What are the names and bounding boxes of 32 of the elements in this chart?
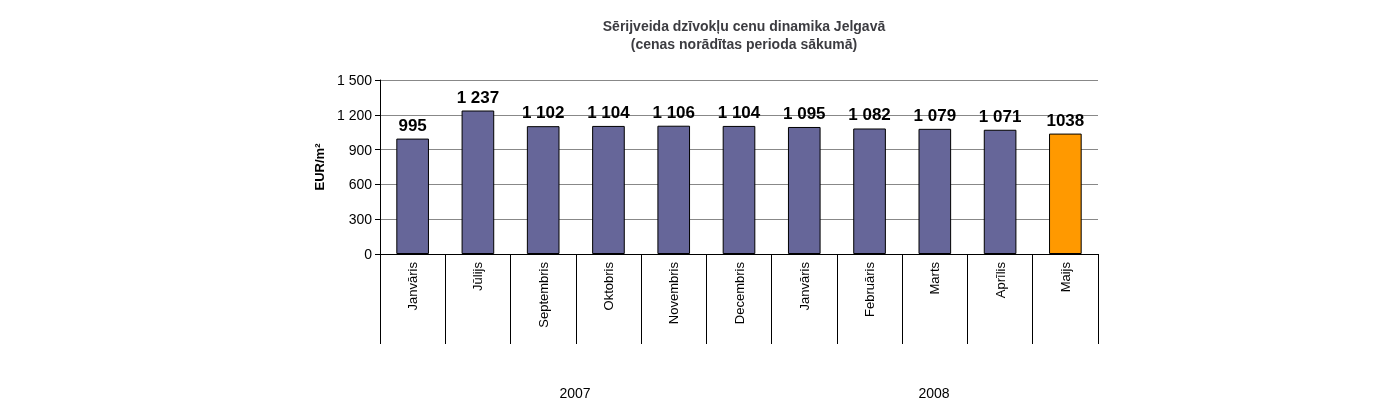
data-label: 1 082 bbox=[848, 105, 891, 125]
chart-title: Sērijveida dzīvokļu cenu dinamika Jelgavā (cenas norādītas perioda sākumā) bbox=[602, 18, 886, 52]
y-tick-label: 900 bbox=[348, 141, 373, 158]
y-tick-label: 0 bbox=[364, 246, 373, 262]
y-tick-label: 600 bbox=[348, 176, 373, 193]
x-tick-label: Novembris bbox=[666, 261, 682, 325]
x-tick-label: Marts bbox=[927, 261, 943, 295]
text: 2007 bbox=[559, 385, 591, 401]
data-label: 1 095 bbox=[783, 103, 826, 123]
x-tick-label: Janvāris bbox=[405, 261, 421, 311]
x-tick-label: Februāris bbox=[862, 261, 878, 317]
data-label: 1 104 bbox=[717, 102, 761, 122]
x-tick-label: Oktobris bbox=[600, 261, 616, 311]
data-label: 1 106 bbox=[652, 102, 695, 122]
y-tick-label: 300 bbox=[348, 211, 373, 228]
data-label: 1 079 bbox=[913, 105, 957, 125]
data-label: 1 102 bbox=[521, 103, 565, 123]
x-tick-label: Aprīlis bbox=[992, 261, 1008, 299]
x-tick-label: Decembris bbox=[731, 261, 747, 325]
x-tick-label: Janvāris bbox=[796, 261, 812, 311]
x-tick-label: Jūlijs bbox=[470, 261, 486, 291]
x-tick-label: Septembris bbox=[535, 261, 551, 328]
y-axis-title: EUR/m² bbox=[312, 142, 328, 191]
y-tick-label: 1 500 bbox=[336, 72, 373, 88]
data-label: 995 bbox=[398, 115, 427, 135]
x-tick-label: Maijs bbox=[1057, 261, 1073, 293]
data-label: 1038 bbox=[1046, 110, 1085, 130]
data-label: 1 104 bbox=[587, 102, 631, 122]
y-tick-label: 1 200 bbox=[336, 106, 373, 123]
data-label: 1 237 bbox=[456, 87, 500, 107]
data-label: 1 071 bbox=[978, 106, 1022, 126]
text: 2008 bbox=[918, 385, 950, 401]
